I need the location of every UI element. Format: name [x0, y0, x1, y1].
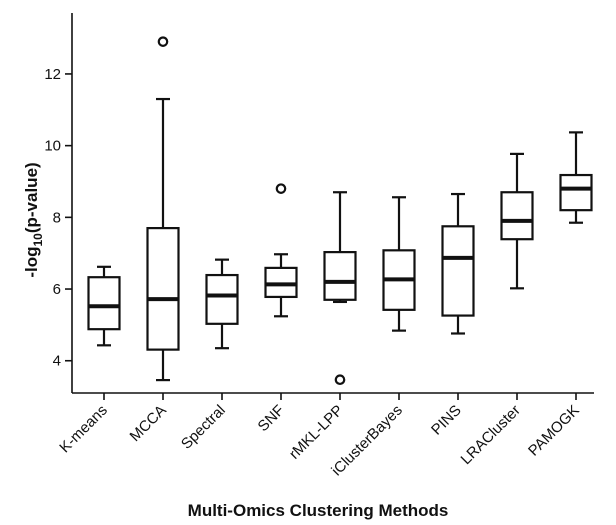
y-tick-label: 12	[44, 66, 61, 83]
iqr-box	[146, 226, 180, 351]
y-ticks: 4 6 8 10 12	[44, 66, 72, 370]
iqr-box	[441, 225, 475, 317]
x-tick-label: PAMOGK	[525, 402, 583, 460]
outlier-point	[275, 183, 287, 194]
y-axis-title-prefix: -log	[22, 247, 41, 278]
box-iclusterbayes	[382, 196, 416, 332]
iqr-box	[559, 173, 593, 212]
y-axis-title-suffix: (p-value)	[22, 162, 41, 233]
iqr-box	[500, 191, 534, 241]
y-tick-label: 4	[53, 353, 61, 370]
y-axis-title-subscript: 10	[31, 233, 45, 247]
x-tick-label: SNF	[255, 402, 288, 435]
y-tick-label: 10	[44, 138, 61, 155]
box-lracluster	[500, 152, 534, 290]
x-tick-label: LRACluster	[458, 402, 524, 468]
x-tick-label: PINS	[428, 402, 465, 439]
box-rmkl-lpp	[323, 191, 357, 386]
x-ticks: K-means MCCA Spectral SNFrMKL-LPPiClusterBa…	[56, 393, 583, 479]
outlier-point	[334, 374, 346, 386]
x-tick-label: rMKL-LPP	[286, 402, 347, 463]
x-tick-label: Spectral	[178, 402, 229, 453]
y-axis-title: -log10(p-value)	[22, 162, 45, 277]
iqr-box	[87, 276, 121, 331]
x-axis-title: Multi-Omics Clustering Methods	[188, 501, 449, 520]
box-snf	[264, 183, 298, 318]
outlier-point	[157, 36, 169, 47]
y-tick-label: 8	[53, 209, 61, 226]
iqr-box	[323, 251, 357, 301]
box-pamogk	[559, 131, 593, 224]
box-spectral	[205, 258, 239, 350]
x-tick-label: K-means	[56, 402, 110, 456]
box-pins	[441, 192, 475, 335]
iqr-box	[205, 273, 239, 325]
y-tick-label: 6	[53, 281, 61, 298]
boxes	[87, 36, 593, 386]
box-k-means	[87, 265, 121, 347]
axes	[71, 13, 594, 394]
box-mcca	[146, 36, 180, 382]
x-tick-label: MCCA	[127, 402, 170, 445]
